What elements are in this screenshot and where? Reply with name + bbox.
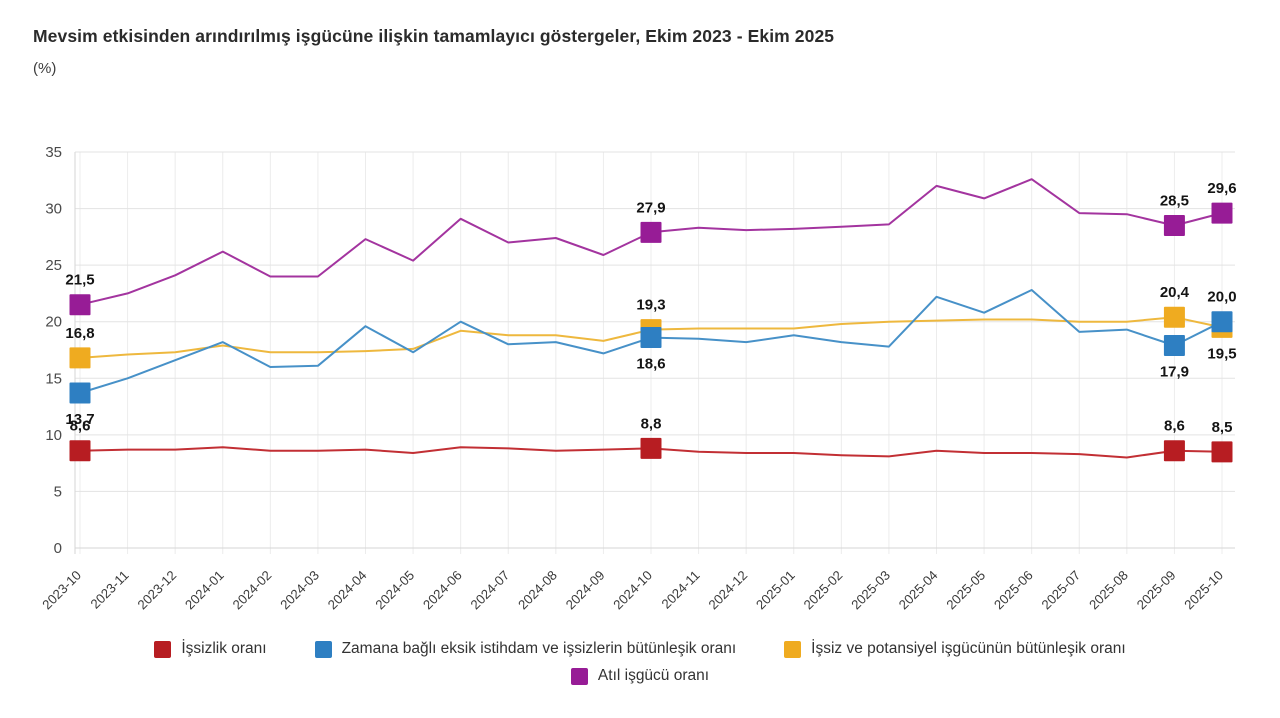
legend-row: Atıl işgücü oranı (547, 667, 733, 685)
x-tick-label: 2025-07 (1039, 568, 1084, 613)
x-tick-label: 2025-08 (1086, 568, 1131, 613)
x-tick-label: 2024-04 (325, 568, 370, 613)
x-tick-label: 2024-03 (277, 568, 322, 613)
x-tick-label: 2024-01 (182, 568, 227, 613)
data-point-label: 17,9 (1160, 363, 1189, 380)
legend-swatch-icon (570, 667, 588, 685)
data-point-label: 27,9 (636, 199, 665, 216)
x-tick-label: 2024-11 (659, 568, 703, 612)
x-tick-label: 2024-12 (705, 568, 750, 613)
data-point-label: 16,8 (65, 325, 94, 342)
data-point-marker (640, 327, 662, 349)
data-point-label: 21,5 (65, 272, 94, 289)
data-point-marker (640, 221, 662, 243)
x-tick-label: 2025-10 (1181, 568, 1226, 613)
legend-swatch-icon (784, 640, 802, 658)
data-point-marker (1211, 311, 1233, 333)
y-tick-label: 25 (45, 257, 62, 274)
line-chart: 2023-10 2023-11 2023-12 2024-01 2024-02 2024-… (39, 144, 1236, 613)
legend-label: İşsizlik oranı (181, 640, 267, 657)
y-tick-label: 0 (54, 540, 62, 557)
data-point-label: 8,8 (641, 415, 662, 432)
x-tick-label: 2023-12 (134, 568, 179, 613)
y-tick-label: 5 (54, 483, 62, 500)
data-point-marker (69, 440, 91, 462)
x-tick-label: 2025-02 (801, 568, 846, 613)
data-point-label: 20,0 (1207, 289, 1236, 306)
legend-item-2[interactable]: İşsiz ve potansiyel işgücünün bütünleşik… (784, 640, 1126, 658)
legend-label: Atıl işgücü oranı (597, 667, 710, 684)
data-point-marker (1211, 441, 1233, 463)
data-point-marker (1211, 202, 1233, 224)
data-point-marker (1163, 306, 1185, 328)
x-axis-labels: 2023-10 2023-11 2023-12 2024-01 2024-02 2024-… (39, 568, 1226, 613)
y-tick-label: 10 (45, 427, 62, 444)
data-point-label: 8,6 (1164, 418, 1185, 435)
series-markers (69, 202, 1233, 463)
data-point-marker (1163, 334, 1185, 356)
data-point-label: 19,3 (636, 297, 665, 314)
data-point-label: 20,4 (1160, 284, 1190, 301)
x-tick-label: 2023-11 (88, 568, 132, 612)
chart-subtitle: (%) (33, 60, 57, 77)
x-tick-label: 2024-05 (372, 568, 417, 613)
data-point-marker (1163, 440, 1185, 462)
data-labels: 21,5 27,9 28,5 29,6 16,8 19,3 20,4 19,5 13,7 18,6… (65, 180, 1236, 436)
x-tick-label: 2025-01 (753, 568, 798, 613)
data-point-label: 18,6 (636, 356, 665, 373)
y-tick-label: 35 (45, 144, 62, 161)
legend-item-3[interactable]: Atıl işgücü oranı (570, 667, 710, 685)
data-point-marker (69, 347, 91, 369)
y-tick-label: 20 (45, 314, 62, 331)
x-tick-label: 2025-09 (1134, 568, 1179, 613)
data-point-label: 13,7 (65, 411, 94, 428)
data-point-marker (640, 437, 662, 459)
x-tick-label: 2025-03 (848, 568, 893, 613)
x-tick-label: 2024-10 (610, 568, 655, 613)
x-tick-label: 2025-06 (991, 568, 1036, 613)
x-tick-label: 2025-04 (896, 568, 941, 613)
x-tick-label: 2024-02 (230, 568, 275, 613)
legend-row: İşsizlik oranı Zamana bağlı eksik istihda… (130, 640, 1149, 658)
x-tick-label: 2024-06 (420, 568, 465, 613)
y-tick-label: 15 (45, 370, 62, 387)
data-point-marker (69, 382, 91, 404)
legend-label: İşsiz ve potansiyel işgücünün bütünleşik… (811, 640, 1126, 657)
data-point-marker (1163, 215, 1185, 237)
data-point-label: 19,5 (1207, 345, 1236, 362)
legend-item-1[interactable]: Zamana bağlı eksik istihdam ve işsizleri… (314, 640, 737, 658)
legend-item-0[interactable]: İşsizlik oranı (154, 640, 267, 658)
data-point-label: 8,6 (70, 418, 91, 435)
y-tick-label: 30 (45, 201, 62, 218)
x-tick-label: 2025-05 (943, 568, 988, 613)
x-tick-label: 2024-09 (563, 568, 608, 613)
chart-legend: İşsizlik oranı Zamana bağlı eksik istihda… (0, 640, 1280, 685)
x-tick-label: 2024-08 (515, 568, 560, 613)
grid (75, 151, 1235, 554)
legend-swatch-icon (314, 640, 332, 658)
legend-label: Zamana bağlı eksik istihdam ve işsizleri… (341, 640, 737, 657)
x-tick-label: 2024-07 (468, 568, 513, 613)
chart-title: Mevsim etkisinden arındırılmış işgücüne … (33, 26, 835, 46)
data-point-marker (69, 294, 91, 316)
legend-swatch-icon (154, 640, 172, 658)
data-point-label: 29,6 (1207, 180, 1236, 197)
y-axis-labels: 0 5 10 15 20 25 30 35 (45, 144, 62, 557)
x-tick-label: 2023-10 (39, 568, 84, 613)
data-point-label: 8,5 (1212, 419, 1233, 436)
data-point-label: 28,5 (1160, 193, 1189, 210)
